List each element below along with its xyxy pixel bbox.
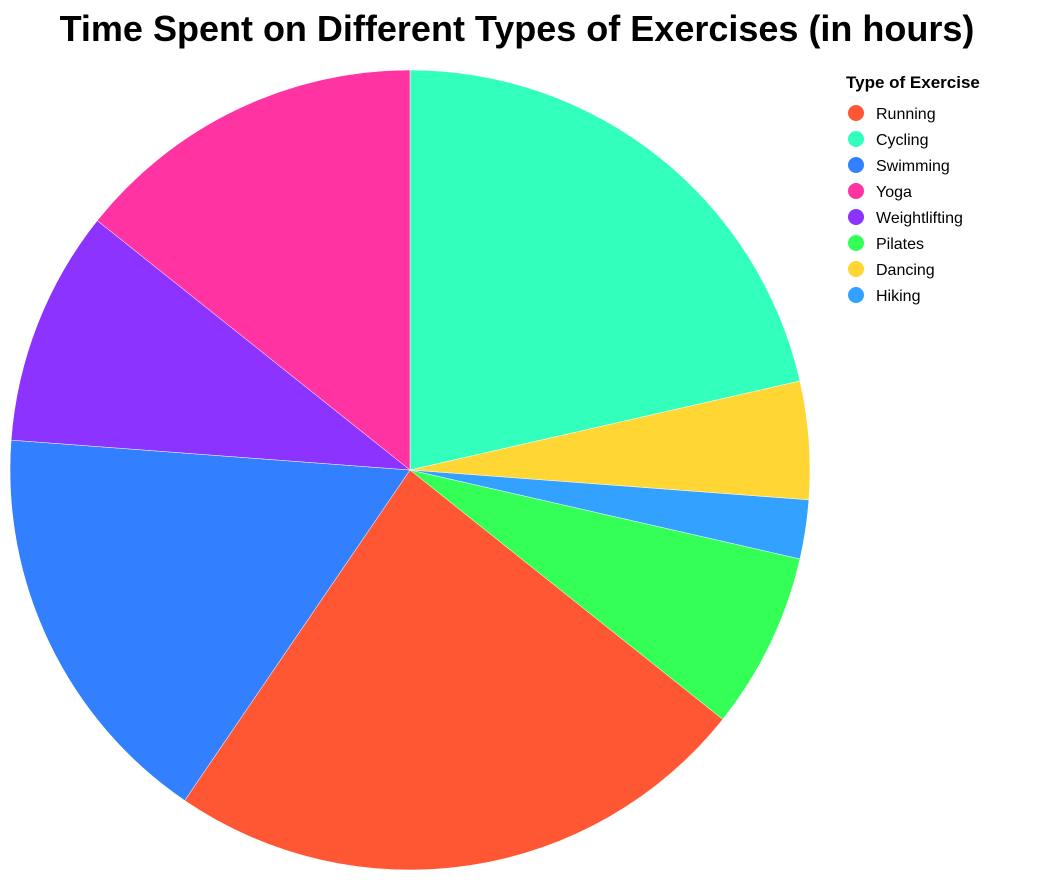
legend-label: Pilates [876, 236, 924, 253]
legend-swatch [848, 157, 864, 173]
legend-items: Running Cycling Swimming Yoga Weightlifting P… [848, 105, 963, 305]
legend: Type of Exercise Running Cycling Swimming Y… [846, 73, 980, 305]
legend-label: Cycling [876, 132, 928, 149]
pie-slice-cycling [409, 69, 801, 471]
legend-item-swimming: Swimming [848, 157, 950, 175]
pie-slice-running [184, 469, 724, 871]
legend-swatch [848, 235, 864, 251]
legend-item-cycling: Cycling [848, 131, 928, 149]
legend-item-hiking: Hiking [848, 287, 920, 305]
legend-title: Type of Exercise [846, 73, 980, 92]
legend-swatch [848, 183, 864, 199]
legend-label: Hiking [876, 288, 920, 305]
pie-slices [9, 69, 811, 871]
legend-label: Swimming [876, 158, 950, 175]
legend-swatch [848, 131, 864, 147]
legend-label: Dancing [876, 262, 935, 279]
legend-label: Weightlifting [876, 210, 963, 227]
legend-swatch [848, 105, 864, 121]
pie-slice-swimming [9, 439, 411, 801]
legend-swatch [848, 261, 864, 277]
legend-label: Running [876, 106, 936, 123]
pie-slice-weightlifting [10, 220, 411, 471]
legend-item-yoga: Yoga [848, 183, 912, 201]
pie-slice-pilates [409, 469, 801, 720]
legend-swatch [848, 209, 864, 225]
legend-item-dancing: Dancing [848, 261, 935, 279]
legend-item-weightlifting: Weightlifting [848, 209, 963, 227]
legend-label: Yoga [876, 184, 912, 201]
pie-slice-yoga [96, 69, 411, 471]
legend-item-running: Running [848, 105, 936, 123]
legend-item-pilates: Pilates [848, 235, 924, 253]
chart-title: Time Spent on Different Types of Exercis… [60, 8, 975, 49]
legend-swatch [848, 287, 864, 303]
